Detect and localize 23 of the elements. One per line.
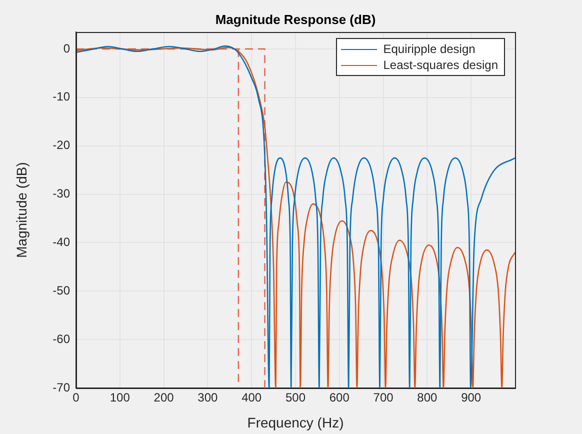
y-tick-label: -50 [52, 283, 70, 298]
x-tick-label: 600 [329, 390, 350, 405]
y-tick-label: 0 [63, 41, 70, 56]
legend-label: Least-squares design [383, 58, 498, 72]
x-tick-label: 900 [461, 390, 482, 405]
y-tick-label: -70 [52, 380, 70, 394]
x-tick-label: 700 [373, 390, 394, 405]
x-tick-label: 200 [154, 390, 174, 405]
y-axis-title: Magnitude (dB) [13, 162, 30, 258]
y-tick-label: -30 [52, 186, 70, 201]
x-axis-title: Frequency (Hz) [247, 414, 344, 430]
y-tick-label: -40 [52, 235, 70, 250]
chart-title: Magnitude Response (dB) [215, 12, 376, 28]
x-tick-label: 100 [110, 390, 130, 405]
y-tick-label: -10 [52, 90, 70, 104]
y-tick-label: -60 [52, 332, 70, 346]
x-tick-label: 0 [72, 390, 80, 405]
x-tick-label: 400 [242, 390, 262, 405]
x-tick-label: 300 [198, 390, 218, 405]
x-tick-label: 800 [417, 390, 438, 405]
y-tick-label: -20 [52, 138, 70, 152]
x-tick-label: 500 [285, 390, 306, 405]
legend-label: Equiripple design [383, 42, 476, 56]
